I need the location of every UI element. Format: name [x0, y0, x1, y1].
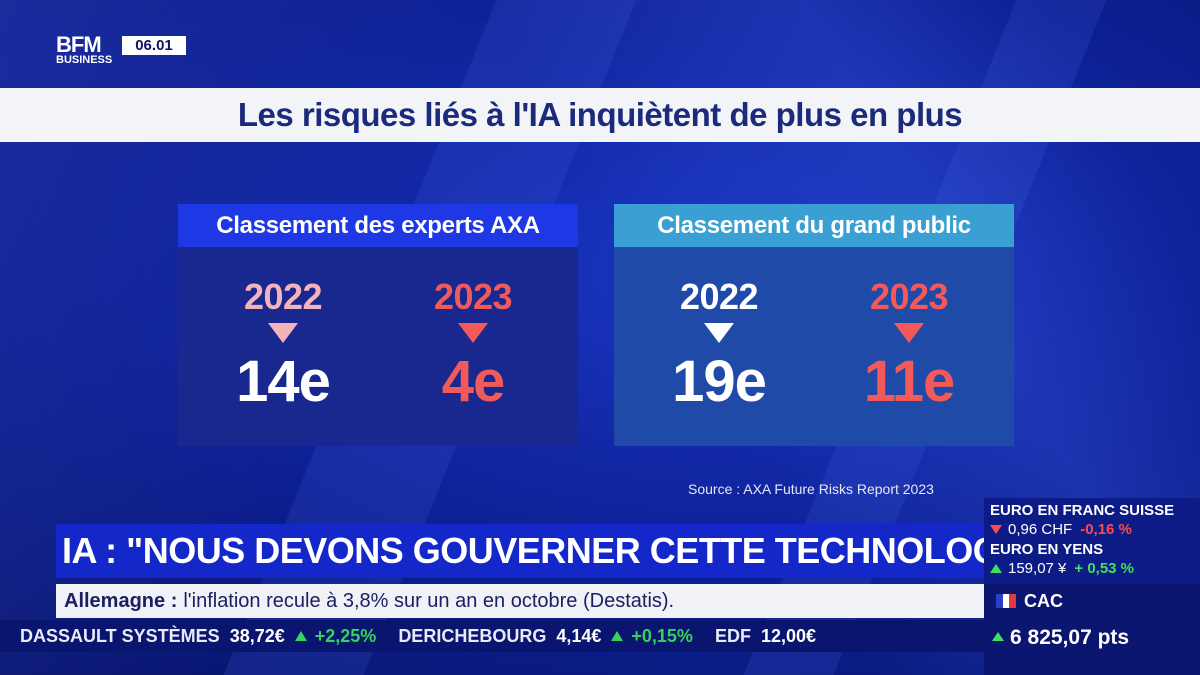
channel-logo: BFM BUSINESS [56, 34, 118, 66]
ticker-price: 12,00€ [760, 625, 816, 646]
panel-public: Classement du grand public 2022 19e 2023… [614, 204, 1014, 446]
fx-yen-change: + 0,53 % [1074, 560, 1135, 577]
fx-chf-change: -0,16 % [1080, 521, 1132, 538]
experts-column-2023: 2023 4e [398, 277, 548, 415]
ticker-name: EDF [714, 625, 751, 646]
news-country: Allemagne : [64, 589, 178, 612]
panel-public-body: 2022 19e 2023 11e [614, 247, 1014, 446]
logo-bfm: BFM [56, 32, 102, 57]
year-label: 2022 [243, 276, 323, 317]
ticker-name: DASSAULT SYSTÈMES [20, 625, 220, 646]
cac-index-box: CAC 6 825,07 pts [984, 584, 1200, 675]
panel-experts-body: 2022 14e 2023 4e [178, 247, 578, 446]
market-panel: EURO EN FRANC SUISSE 0,96 CHF -0,16 % EU… [984, 498, 1200, 675]
year-label: 2023 [433, 276, 513, 317]
cac-value: 6 825,07 pts [1010, 626, 1130, 649]
headline-text: IA : "NOUS DEVONS GOUVERNER CETTE TECHNO… [62, 530, 1050, 571]
down-arrow-icon [990, 525, 1002, 534]
fx-yen-label: EURO EN YENS [990, 541, 1104, 558]
news-line: Allemagne : l'inflation recule à 3,8% su… [56, 584, 984, 618]
panel-experts: Classement des experts AXA 2022 14e 2023… [178, 204, 578, 446]
up-arrow-icon [294, 631, 307, 641]
up-arrow-icon [611, 631, 624, 641]
up-arrow-icon [992, 632, 1004, 641]
fx-yen-value: 159,07 ¥ [1008, 560, 1067, 577]
down-arrow-icon [704, 323, 734, 343]
public-column-2022: 2022 19e [644, 277, 794, 415]
stock-ticker: DASSAULT SYSTÈMES 38,72€ +2,25% DERICHEB… [0, 620, 984, 652]
rank-value: 14e [236, 349, 331, 414]
fx-chf-value: 0,96 CHF [1008, 521, 1073, 538]
clock: 06.01 [122, 36, 186, 55]
down-arrow-icon [268, 323, 298, 343]
source-note: Source : AXA Future Risks Report 2023 [688, 481, 934, 497]
logo-business: BUSINESS [56, 54, 113, 66]
public-column-2023: 2023 11e [834, 277, 984, 415]
fx-chf-row: 0,96 CHF -0,16 % [990, 521, 1132, 538]
up-arrow-icon [990, 564, 1002, 573]
page-title: Les risques liés à l'IA inquiètent de pl… [237, 96, 963, 133]
ticker-item: DERICHEBOURG 4,14€ +0,15% [398, 626, 693, 647]
french-flag-icon [996, 594, 1017, 608]
ticker-change: +2,25% [314, 625, 377, 646]
rank-value: 19e [672, 349, 767, 414]
ticker-item: DASSAULT SYSTÈMES 38,72€ +2,25% [20, 626, 376, 647]
down-arrow-icon [458, 323, 488, 343]
down-arrow-icon [894, 323, 924, 343]
ticker-name: DERICHEBOURG [398, 625, 547, 646]
year-label: 2023 [869, 276, 949, 317]
panel-public-header: Classement du grand public [614, 204, 1014, 247]
rank-value: 11e [863, 349, 956, 414]
news-text: l'inflation recule à 3,8% sur un an en o… [183, 589, 675, 612]
ticker-item: EDF 12,00€ [715, 626, 826, 647]
headline-banner: IA : "NOUS DEVONS GOUVERNER CETTE TECHNO… [56, 524, 1050, 578]
panel-experts-header: Classement des experts AXA [178, 204, 578, 247]
cac-name: CAC [1024, 591, 1063, 611]
fx-chf-label: EURO EN FRANC SUISSE [990, 502, 1175, 519]
ticker-change: +0,15% [631, 625, 693, 646]
experts-column-2022: 2022 14e [208, 277, 358, 415]
ticker-price: 38,72€ [229, 625, 285, 646]
ticker-price: 4,14€ [556, 625, 602, 646]
year-label: 2022 [679, 276, 759, 317]
fx-yen-row: 159,07 ¥ + 0,53 % [990, 560, 1134, 577]
rank-value: 4e [441, 349, 506, 414]
title-band: Les risques liés à l'IA inquiètent de pl… [0, 88, 1200, 142]
